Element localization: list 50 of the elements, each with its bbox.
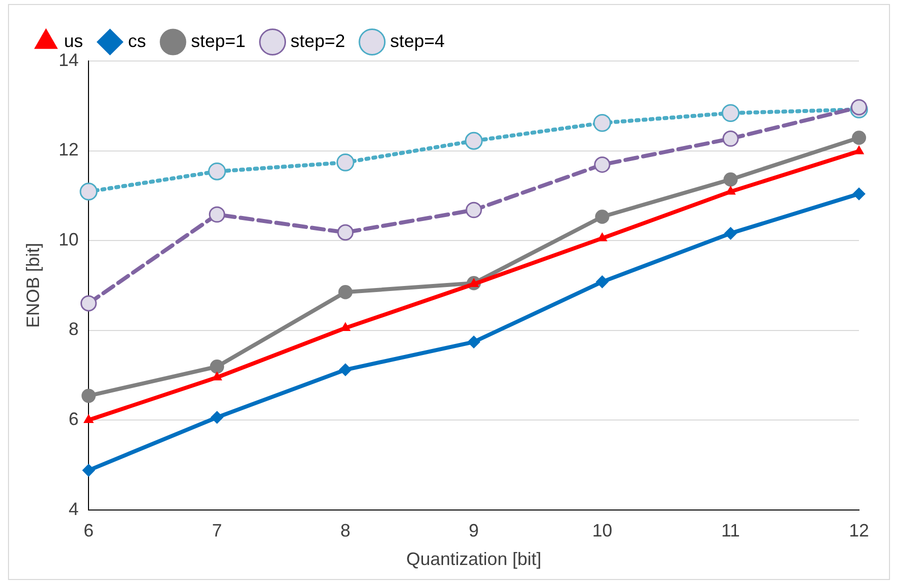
point bbox=[595, 210, 610, 224]
point bbox=[852, 188, 866, 200]
point bbox=[82, 388, 96, 403]
point bbox=[84, 414, 94, 424]
x-tick-label: 7 bbox=[212, 520, 222, 541]
y-tick-label: 4 bbox=[68, 498, 79, 519]
point bbox=[336, 153, 354, 172]
point bbox=[338, 285, 353, 300]
point bbox=[208, 206, 226, 223]
y-tick-label: 6 bbox=[68, 409, 79, 430]
legend-label: us bbox=[64, 30, 84, 51]
y-tick-label: 14 bbox=[58, 50, 79, 70]
point bbox=[852, 130, 866, 145]
x-tick-label: 10 bbox=[592, 520, 612, 541]
point bbox=[466, 202, 482, 218]
point bbox=[82, 464, 95, 477]
x-tick-label: 11 bbox=[721, 520, 740, 541]
point bbox=[596, 276, 609, 288]
point bbox=[80, 182, 98, 201]
x-tick-label: 9 bbox=[468, 520, 479, 541]
point bbox=[80, 295, 97, 312]
point bbox=[724, 227, 737, 240]
point bbox=[340, 322, 350, 332]
y-axis-title: ENOB [bit] bbox=[22, 242, 43, 328]
x-tick-label: 12 bbox=[848, 520, 870, 541]
legend-label: step=2 bbox=[290, 30, 346, 51]
point bbox=[722, 130, 739, 147]
point bbox=[593, 114, 612, 132]
point bbox=[594, 156, 610, 173]
legend-label: step=1 bbox=[191, 30, 246, 51]
y-tick-label: 8 bbox=[68, 319, 79, 340]
point bbox=[208, 162, 226, 180]
y-tick-label: 12 bbox=[58, 140, 79, 160]
point bbox=[726, 186, 736, 195]
legend-label: cs bbox=[128, 30, 146, 51]
point bbox=[210, 360, 224, 374]
point bbox=[850, 99, 868, 116]
point bbox=[724, 172, 738, 187]
point bbox=[337, 224, 354, 241]
x-tick-label: 6 bbox=[84, 520, 94, 541]
legend-label: step=4 bbox=[390, 30, 445, 51]
point bbox=[210, 411, 224, 424]
x-tick-label: 8 bbox=[340, 520, 350, 541]
y-tick-label: 10 bbox=[58, 229, 79, 250]
point bbox=[468, 336, 480, 348]
point bbox=[722, 104, 740, 122]
point bbox=[854, 146, 864, 154]
point bbox=[339, 363, 352, 376]
x-axis-title: Quantization [bit] bbox=[406, 549, 542, 570]
point bbox=[464, 132, 483, 150]
